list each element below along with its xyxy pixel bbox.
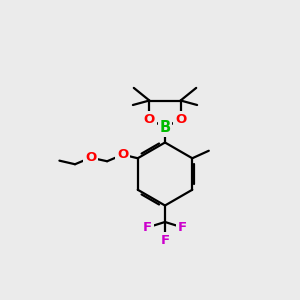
Text: O: O [117,148,128,161]
Text: F: F [178,221,187,234]
Text: O: O [175,112,186,126]
Text: F: F [143,221,152,234]
Text: O: O [85,151,96,164]
Text: O: O [144,112,155,126]
Text: B: B [159,120,171,135]
Text: F: F [160,233,169,247]
